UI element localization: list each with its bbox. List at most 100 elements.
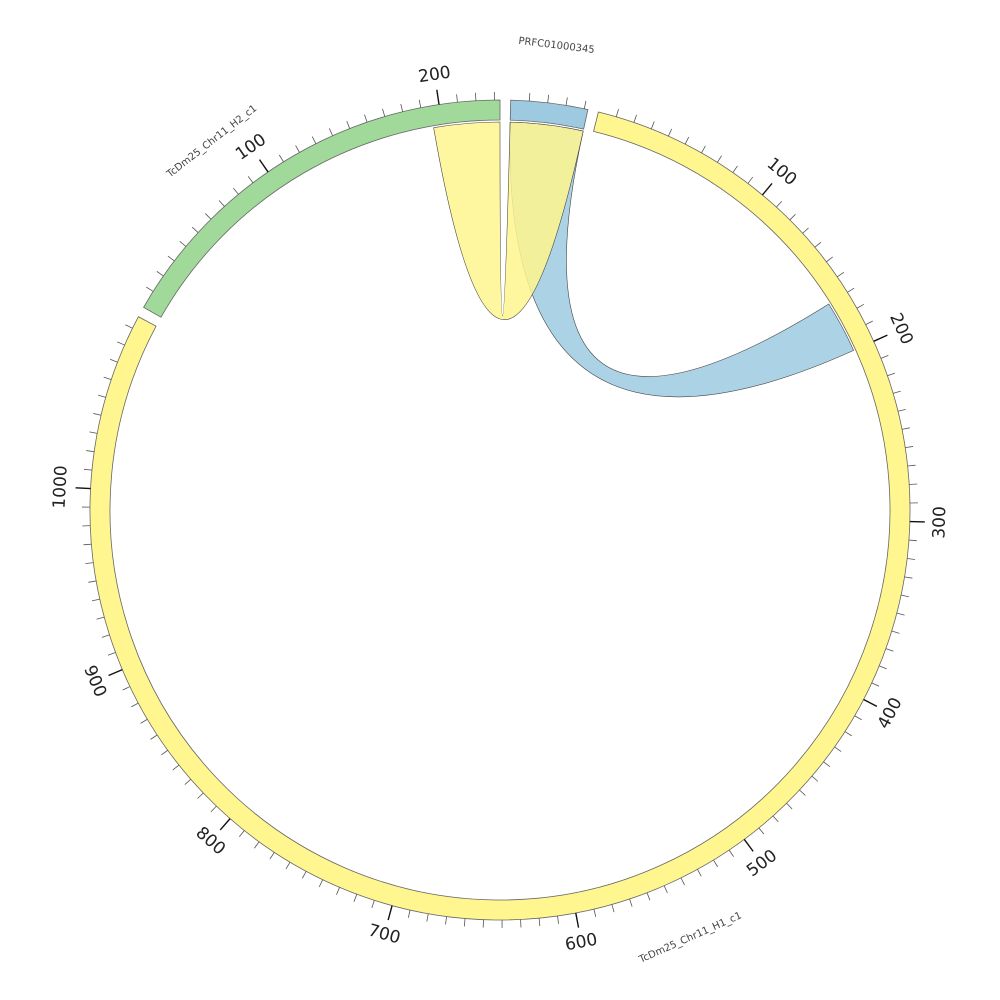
minor-tick bbox=[140, 718, 148, 724]
minor-tick bbox=[615, 109, 619, 117]
minor-tick bbox=[233, 187, 239, 195]
tick-label: 600 bbox=[564, 930, 600, 956]
minor-tick bbox=[834, 746, 842, 752]
minor-tick bbox=[318, 879, 324, 888]
minor-tick bbox=[879, 665, 887, 670]
minor-tick bbox=[892, 390, 901, 394]
minor-tick bbox=[811, 775, 819, 782]
minor-tick bbox=[814, 241, 822, 248]
minor-tick bbox=[904, 576, 913, 579]
minor-tick bbox=[907, 464, 916, 467]
minor-tick bbox=[239, 830, 245, 838]
links-layer bbox=[433, 121, 855, 398]
minor-tick bbox=[684, 136, 690, 145]
minor-tick bbox=[167, 255, 175, 262]
minor-tick bbox=[295, 145, 300, 153]
minor-tick bbox=[210, 805, 217, 813]
minor-tick bbox=[823, 761, 831, 768]
minor-tick bbox=[747, 176, 754, 184]
tick-label: 100 bbox=[763, 154, 801, 190]
major-tick bbox=[108, 669, 123, 677]
minor-tick bbox=[382, 108, 386, 117]
tick-label: 200 bbox=[885, 310, 917, 348]
minor-tick bbox=[407, 909, 411, 918]
minor-tick bbox=[131, 702, 139, 708]
minor-tick bbox=[83, 543, 92, 546]
minor-tick bbox=[583, 100, 587, 109]
minor-tick bbox=[101, 634, 110, 638]
minor-tick bbox=[179, 241, 187, 247]
minor-tick bbox=[887, 372, 896, 377]
minor-tick bbox=[901, 427, 910, 430]
minor-tick bbox=[891, 630, 900, 634]
minor-tick bbox=[896, 612, 905, 616]
minor-tick bbox=[885, 648, 894, 652]
minor-tick bbox=[854, 715, 862, 721]
tick-label: 400 bbox=[874, 694, 907, 732]
minor-tick bbox=[150, 734, 158, 740]
link-ribbon bbox=[433, 121, 584, 320]
minor-tick bbox=[445, 916, 447, 925]
minor-tick bbox=[646, 892, 651, 901]
minor-tick bbox=[802, 227, 809, 234]
minor-tick bbox=[426, 913, 429, 922]
minor-tick bbox=[96, 616, 105, 620]
minor-tick bbox=[907, 558, 916, 560]
minor-tick bbox=[161, 749, 169, 756]
minor-tick bbox=[117, 341, 125, 346]
minor-tick bbox=[680, 877, 685, 886]
minor-tick bbox=[353, 894, 358, 902]
segment-arc bbox=[143, 99, 501, 318]
minor-tick bbox=[758, 827, 765, 835]
minor-tick bbox=[565, 97, 568, 106]
minor-tick bbox=[547, 94, 550, 103]
minor-tick bbox=[400, 103, 404, 112]
minor-tick bbox=[191, 226, 199, 233]
minor-tick bbox=[633, 114, 637, 123]
tick-label: 100 bbox=[232, 130, 270, 165]
minor-tick bbox=[871, 682, 880, 687]
minor-tick bbox=[717, 155, 722, 163]
tick-label: 500 bbox=[743, 846, 781, 881]
major-tick bbox=[743, 838, 754, 852]
minor-tick bbox=[91, 598, 100, 602]
minor-tick bbox=[772, 815, 779, 823]
minor-tick bbox=[701, 145, 706, 154]
tick-label: 300 bbox=[929, 506, 950, 539]
minor-tick bbox=[799, 789, 806, 796]
tick-label: 900 bbox=[79, 662, 110, 700]
minor-tick bbox=[668, 128, 673, 137]
minor-tick bbox=[900, 594, 909, 598]
minor-tick bbox=[278, 154, 284, 163]
segment-label: PRFC01000345 bbox=[518, 36, 595, 56]
minor-tick bbox=[528, 93, 531, 102]
major-tick bbox=[219, 818, 231, 831]
minor-tick bbox=[336, 887, 340, 895]
minor-tick bbox=[728, 849, 734, 857]
tick-label: 1000 bbox=[49, 465, 71, 509]
minor-tick bbox=[732, 165, 738, 173]
minor-tick bbox=[184, 778, 192, 785]
minor-tick bbox=[844, 731, 852, 737]
minor-tick bbox=[156, 271, 164, 277]
major-tick bbox=[863, 698, 878, 708]
minor-tick bbox=[109, 358, 118, 363]
minor-tick bbox=[328, 128, 333, 136]
minor-tick bbox=[837, 271, 845, 278]
minor-tick bbox=[856, 303, 865, 309]
segments-layer bbox=[89, 99, 911, 921]
major-tick bbox=[258, 159, 269, 173]
minor-tick bbox=[302, 871, 307, 879]
minor-tick bbox=[456, 94, 458, 103]
minor-tick bbox=[88, 580, 97, 583]
minor-tick bbox=[254, 841, 260, 849]
minor-tick bbox=[205, 213, 212, 220]
minor-tick bbox=[172, 764, 180, 771]
minor-tick bbox=[83, 468, 92, 471]
tick-label: 800 bbox=[192, 823, 230, 859]
minor-tick bbox=[713, 859, 718, 868]
minor-tick bbox=[463, 918, 466, 927]
tick-label: 200 bbox=[417, 63, 452, 88]
